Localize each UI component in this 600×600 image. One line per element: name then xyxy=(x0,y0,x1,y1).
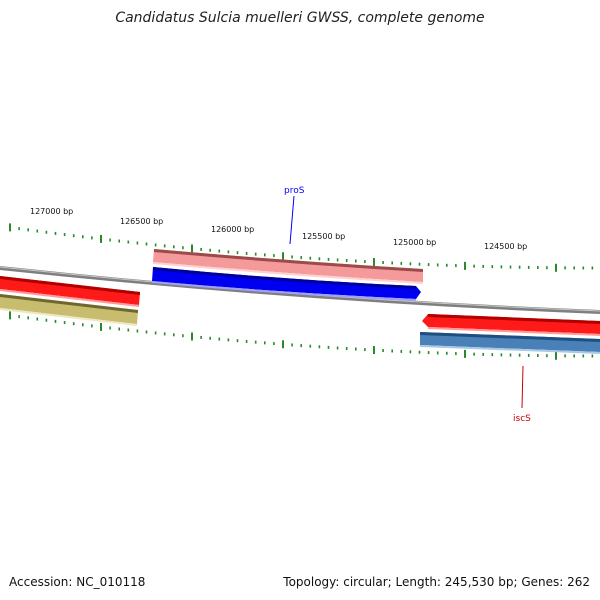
ruler-label-126500: 126500 bp xyxy=(120,217,163,226)
accession-text: Accession: NC_010118 xyxy=(9,575,146,589)
gene-label-proS[interactable]: proS xyxy=(284,186,305,196)
outer-tick-row xyxy=(9,223,594,272)
ruler-label-125000: 125000 bp xyxy=(393,238,436,247)
ruler-label-124500: 124500 bp xyxy=(484,242,527,251)
ruler-label-127000: 127000 bp xyxy=(30,207,73,216)
ruler-label-125500: 125500 bp xyxy=(302,232,345,241)
gene-arrow-red-right[interactable] xyxy=(422,314,600,336)
inner-tick-row xyxy=(9,311,594,360)
gene-arrow-olive-left[interactable] xyxy=(0,294,138,326)
gene-arrow-red-left[interactable] xyxy=(0,276,140,307)
gene-arrow-pink-top[interactable] xyxy=(153,249,423,284)
genome-summary-text: Topology: circular; Length: 245,530 bp; … xyxy=(283,575,590,589)
map-title: Candidatus Sulcia muelleri GWSS, complet… xyxy=(115,10,485,26)
ruler-label-126000: 126000 bp xyxy=(211,225,254,234)
gene-label-iscS[interactable]: iscS xyxy=(513,414,531,424)
gene-arrow-prot-proS[interactable] xyxy=(152,267,421,301)
proS-leader-line xyxy=(289,195,295,245)
iscS-leader-line xyxy=(521,365,524,409)
gene-arrow-iscS[interactable] xyxy=(420,332,600,354)
genome-backbone xyxy=(0,266,600,314)
